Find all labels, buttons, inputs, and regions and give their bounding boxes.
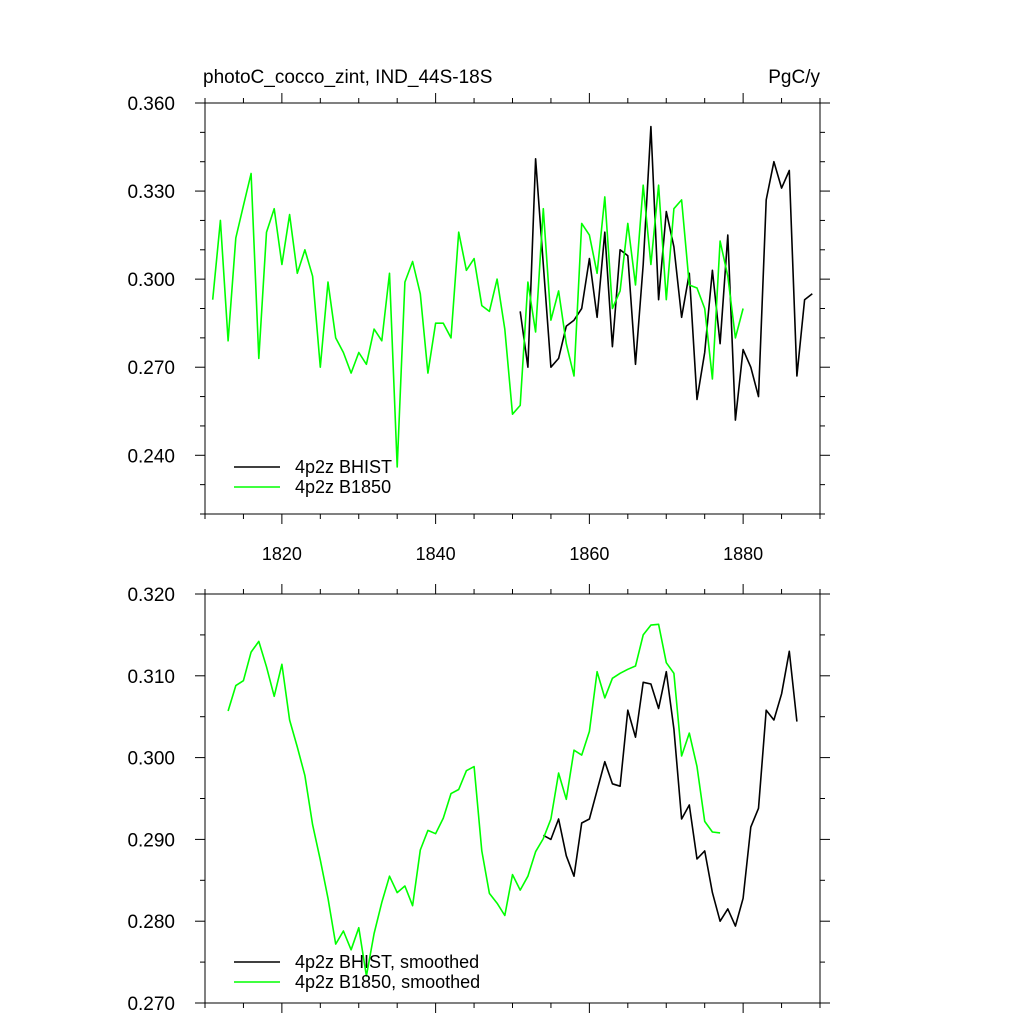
y-tick-label: 0.300 [127,270,175,291]
series-line-bhist [519,125,813,421]
y-tick-label: 0.320 [127,585,175,606]
y-tick-label: 0.330 [127,182,175,203]
plot-frame [204,593,821,1004]
y-tick-label: 0.360 [127,94,175,115]
plot-frame [204,102,821,515]
y-tick-label: 0.280 [127,912,175,933]
x-tick-label: 1840 [416,544,456,564]
chart-units: PgC/y [768,67,820,88]
y-tick-label: 0.270 [127,358,175,379]
legend-label: 4p2z BHIST [295,457,392,477]
series-line-b1850 [227,623,721,977]
top-panel: 1820 1840 1860 1880 0.240 0.270 0.300 0.330 0.36… [127,93,830,564]
y-tick-label: 0.240 [127,446,175,467]
bottom-panel: 0.270 0.280 0.290 0.300 0.310 0.320 4p2z BHIST… [127,584,830,1015]
x-tick-label: 1820 [262,544,302,564]
legend-label: 4p2z B1850, smoothed [295,972,480,992]
y-tick-label: 0.300 [127,749,175,770]
legend-label: 4p2z B1850 [295,477,391,497]
series-line-b1850 [211,172,744,468]
y-tick-label: 0.310 [127,667,175,688]
chart-title: photoC_cocco_zint, IND_44S-18S [203,67,492,88]
series-line-bhist [542,650,798,927]
x-tick-label: 1860 [569,544,609,564]
x-tick-label: 1880 [723,544,763,564]
y-tick-label: 0.270 [127,994,175,1015]
legend-label: 4p2z BHIST, smoothed [295,952,479,972]
y-tick-label: 0.290 [127,830,175,851]
